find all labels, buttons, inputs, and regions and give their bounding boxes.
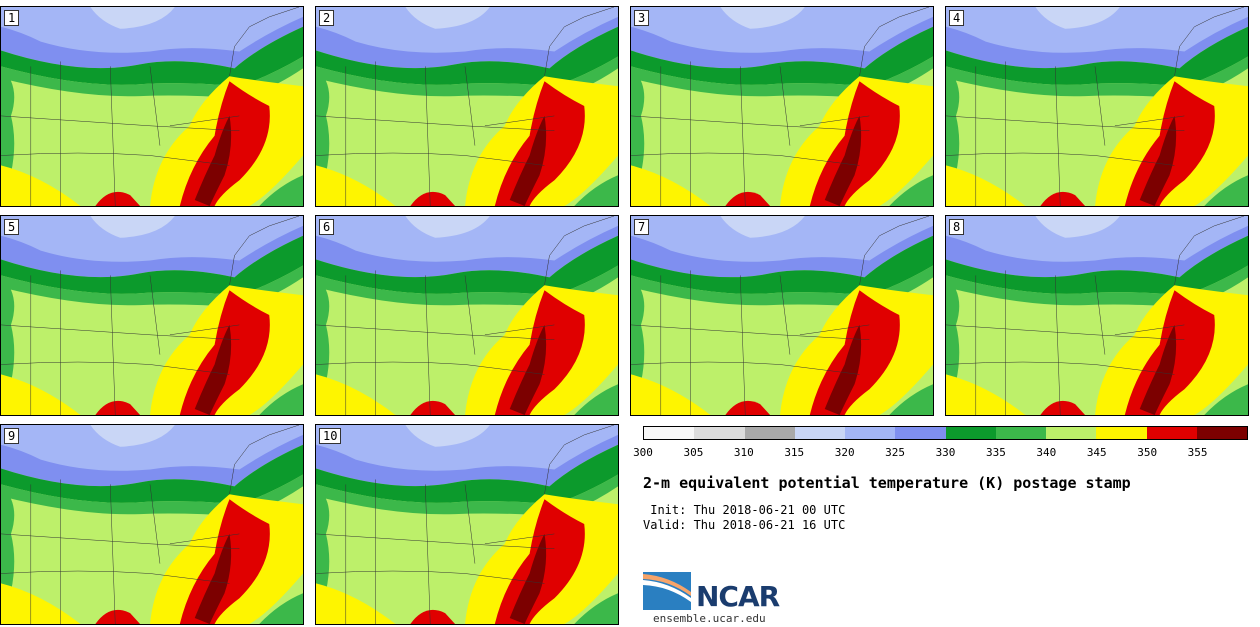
colorbar-tick-label: 335 [985, 446, 1006, 459]
member-label: 6 [319, 219, 335, 235]
colorbar-swatch [694, 427, 745, 439]
postage-stamp-map: 8 [945, 215, 1249, 416]
ncar-logo-icon [643, 572, 691, 610]
colorbar-tick-label: 355 [1187, 446, 1208, 459]
colorbar-swatch [644, 427, 695, 439]
colorbar-swatch [1046, 427, 1097, 439]
colorbar-swatch [794, 427, 845, 439]
member-label: 2 [319, 10, 335, 26]
postage-stamp-map: 2 [315, 6, 619, 207]
colorbar-swatch [1196, 427, 1247, 439]
colorbar-tick-label: 350 [1137, 446, 1158, 459]
colorbar-swatch [1146, 427, 1197, 439]
colorbar-tick-label: 330 [935, 446, 956, 459]
colorbar-tick-label: 320 [834, 446, 855, 459]
postage-stamp-map: 9 [0, 424, 304, 625]
colorbar-swatch [1096, 427, 1147, 439]
member-label: 3 [634, 10, 650, 26]
colorbar-swatch [945, 427, 996, 439]
member-label: 4 [949, 10, 965, 26]
colorbar-swatch [895, 427, 946, 439]
colorbar-tick-label: 305 [683, 446, 704, 459]
colorbar-swatch [845, 427, 896, 439]
colorbar [643, 426, 1248, 440]
colorbar-tick-label: 345 [1086, 446, 1107, 459]
ncar-logo-text: NCAR [696, 580, 780, 613]
postage-stamp-map: 5 [0, 215, 304, 416]
member-label: 8 [949, 219, 965, 235]
postage-stamp-map: 3 [630, 6, 934, 207]
postage-stamp-map: 4 [945, 6, 1249, 207]
member-label: 5 [4, 219, 20, 235]
valid-time: Valid: Thu 2018-06-21 16 UTC [643, 518, 846, 532]
colorbar-swatch [744, 427, 795, 439]
member-label: 7 [634, 219, 650, 235]
colorbar-tick-label: 300 [633, 446, 653, 459]
colorbar-tick-label: 340 [1036, 446, 1057, 459]
postage-stamp-map: 10 [315, 424, 619, 625]
plot-title: 2-m equivalent potential temperature (K)… [643, 474, 1131, 492]
colorbar-swatch [995, 427, 1046, 439]
logo-url: ensemble.ucar.edu [653, 612, 766, 625]
colorbar-tick-label: 325 [885, 446, 906, 459]
postage-stamp-map: 1 [0, 6, 304, 207]
member-label: 1 [4, 10, 20, 26]
member-label: 10 [319, 428, 342, 444]
colorbar-tick-label: 315 [784, 446, 805, 459]
postage-stamp-map: 6 [315, 215, 619, 416]
postage-stamp-map: 7 [630, 215, 934, 416]
colorbar-tick-label: 310 [733, 446, 754, 459]
member-label: 9 [4, 428, 20, 444]
init-time: Init: Thu 2018-06-21 00 UTC [643, 503, 846, 517]
